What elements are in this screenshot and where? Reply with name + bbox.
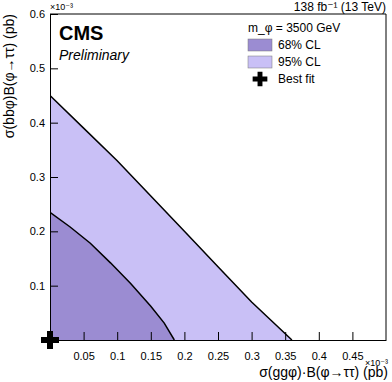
x-tick-label: 0.25 (208, 350, 229, 362)
legend-label: 68% CL (278, 38, 321, 52)
x-tick-mark (184, 332, 185, 340)
x-tick-label: 0.4 (312, 350, 327, 362)
x-tick: 0.35 (275, 332, 296, 362)
best-fit-marker (41, 331, 59, 349)
subtitle: Preliminary (59, 47, 130, 63)
x-tick-label: 0.1 (110, 350, 125, 362)
confidence-region (50, 96, 292, 341)
title: CMS (59, 22, 103, 44)
y-tick-mark (50, 177, 58, 178)
x-tick-label: 0.45 (342, 350, 363, 362)
x-tick-mark (319, 332, 320, 340)
y-tick-label: 0.5 (30, 62, 45, 74)
legend: m_φ = 3500 GeV 68% CL 95% CL Best fit (248, 21, 340, 86)
legend-swatch (248, 56, 272, 68)
y-axis: 0.1 0.2 0.3 0.4 0.5 0.6 (30, 8, 58, 340)
contour-line (50, 212, 174, 340)
x-tick-mark (352, 332, 353, 340)
x-tick: 0.05 (73, 332, 94, 362)
x-tick: 0.3 (244, 332, 259, 362)
x-tick-mark (151, 332, 152, 340)
x-tick-label: 0.2 (177, 350, 192, 362)
y-tick-mark (50, 231, 58, 232)
x-tick-label: 0.35 (275, 350, 296, 362)
x-axis-line (51, 340, 387, 341)
y-tick-mark (50, 123, 58, 124)
y-tick: 0.1 (30, 280, 58, 292)
legend-marker (253, 72, 268, 87)
y-tick: 0.2 (30, 225, 58, 237)
confidence-region (50, 212, 174, 340)
x-tick-mark (285, 332, 286, 340)
x-tick: 0.25 (208, 332, 229, 362)
legend-label: 95% CL (278, 55, 321, 69)
x-tick: 0.2 (177, 332, 192, 362)
x-tick-mark (117, 332, 118, 340)
x-tick: 0.1 (110, 332, 125, 362)
y-exponent: ×10⁻³ (50, 2, 73, 12)
y-tick-mark (50, 68, 58, 69)
lumi-label: 138 fb⁻¹ (13 TeV) (294, 0, 386, 14)
y-tick: 0.3 (30, 171, 58, 183)
legend-swatch (248, 39, 272, 51)
y-axis-title: σ(bbφ)B(φ→ττ) (pb) (1, 14, 17, 138)
x-tick-label: 0.3 (244, 350, 259, 362)
x-tick-label: 0.05 (73, 350, 94, 362)
y-tick-label: 0.3 (30, 171, 45, 183)
y-tick-label: 0.4 (30, 117, 45, 129)
y-tick-label: 0.6 (30, 8, 45, 20)
plot-area (50, 96, 292, 341)
x-tick-mark (84, 332, 85, 340)
legend-label: Best fit (278, 72, 315, 86)
y-tick: 0.5 (30, 62, 58, 74)
chart: 0.050.10.150.20.250.30.350.40.450.10.20.… (0, 0, 392, 382)
y-tick-label: 0.1 (30, 280, 45, 292)
y-tick: 0.4 (30, 117, 58, 129)
x-tick: 0.15 (141, 332, 162, 362)
y-tick-label: 0.2 (30, 225, 45, 237)
x-tick-mark (252, 332, 253, 340)
x-tick: 0.45 (342, 332, 363, 362)
x-axis: 0.05 0.1 0.15 0.2 0.25 0.3 0.35 0.4 0.45 (51, 332, 387, 362)
frame (50, 14, 386, 340)
legend-title: m_φ = 3500 GeV (248, 21, 340, 35)
x-tick-mark (218, 332, 219, 340)
x-tick-label: 0.15 (141, 350, 162, 362)
y-tick-mark (50, 286, 58, 287)
x-axis-title: σ(ggφ)·B(φ→ττ) (pb) (259, 364, 388, 380)
x-tick: 0.4 (312, 332, 327, 362)
contour-line (50, 96, 292, 341)
